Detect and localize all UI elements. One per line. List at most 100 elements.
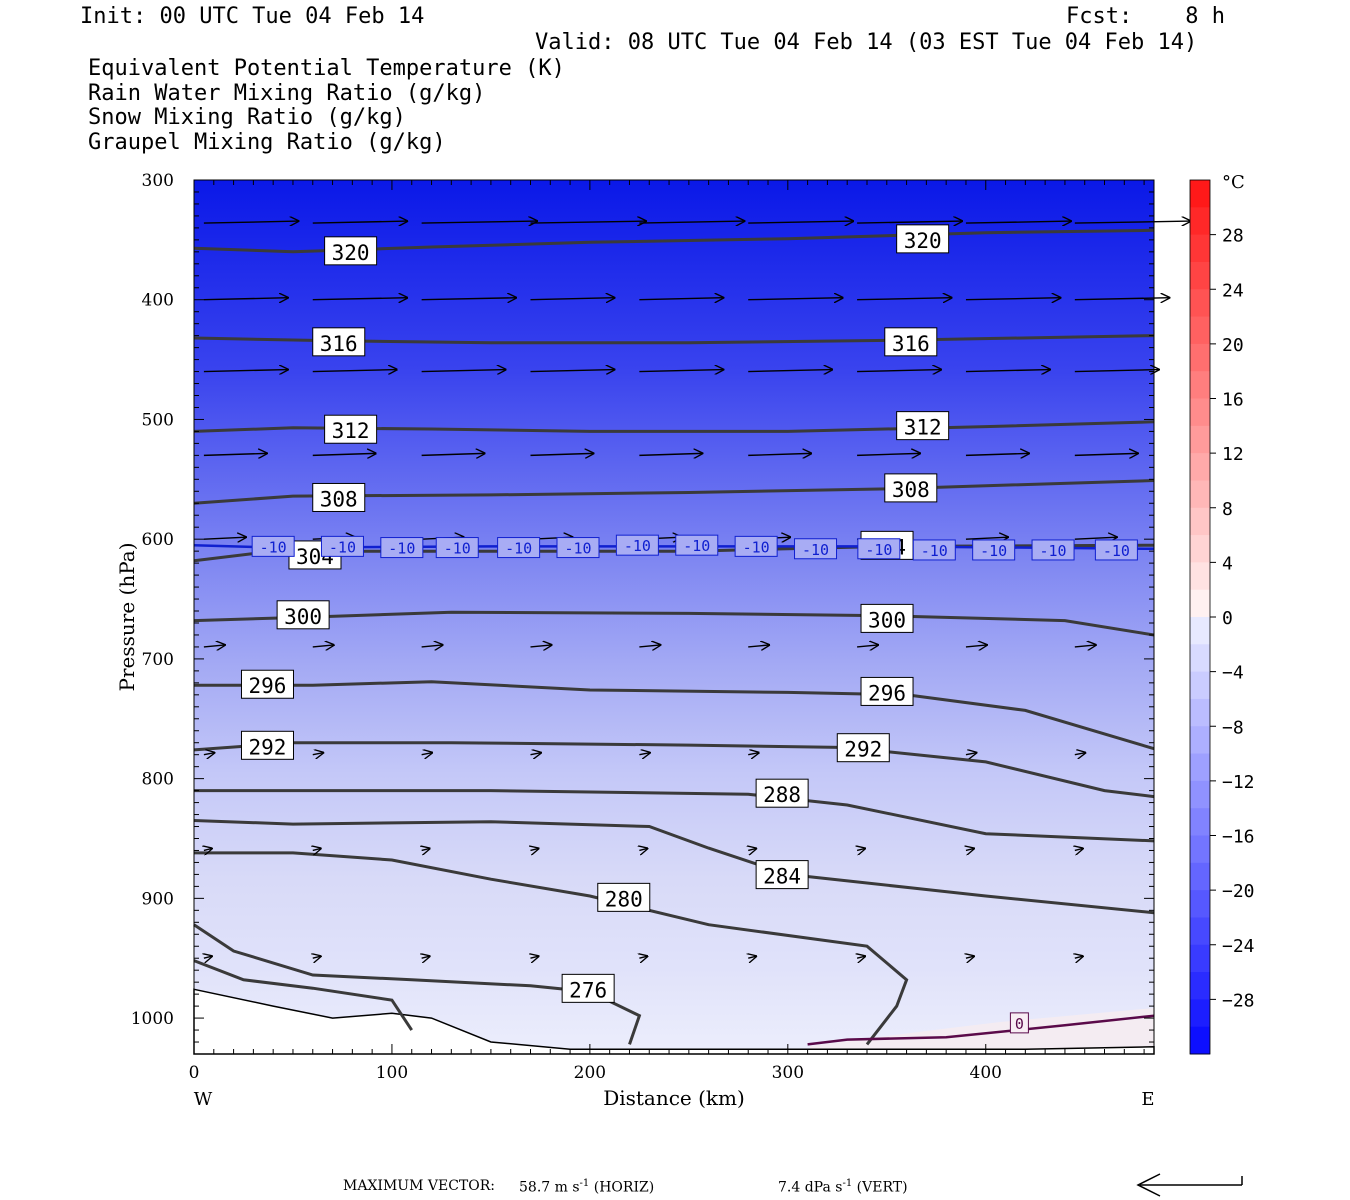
wind-vector <box>203 298 288 300</box>
wind-vector <box>530 221 646 223</box>
init-time: Init: 00 UTC Tue 04 Feb 14 <box>80 4 425 29</box>
colorbar-swatch <box>1190 1026 1210 1055</box>
wind-vector <box>530 848 538 850</box>
theta-e-label-300: 300 <box>868 608 906 632</box>
wind-vector <box>530 956 538 958</box>
colorbar-swatch <box>1190 234 1210 263</box>
theta-e-contour-284 <box>193 819 1155 915</box>
temperature-label-box <box>615 534 659 556</box>
wind-vector <box>639 370 723 372</box>
colorbar-tick-label: −12 <box>1222 772 1255 793</box>
max-vector-horiz-value: 58.7 m s <box>519 1179 580 1196</box>
theta-e-label-box <box>896 411 950 441</box>
theta-e-label-box <box>324 236 378 266</box>
theta-e-label-308: 308 <box>892 478 930 502</box>
theta-e-contour-320 <box>193 228 1155 254</box>
colorbar-swatch <box>1190 972 1210 1000</box>
valid-time: Valid: 08 UTC Tue 04 Feb 14 (03 EST Tue … <box>535 30 1198 55</box>
theta-e-contour-292 <box>193 741 1155 799</box>
colorbar-swatch <box>1190 480 1210 509</box>
wind-vector <box>530 753 541 755</box>
wind-vector <box>857 453 920 455</box>
wind-vector <box>965 298 1061 300</box>
wind-vector <box>965 537 1008 539</box>
colorbar-swatch <box>1190 289 1210 318</box>
wind-vector <box>639 221 744 223</box>
theta-e-label-288: 288 <box>763 783 801 807</box>
wind-vector <box>422 956 430 958</box>
field-title-rain: Rain Water Mixing Ratio (g/kg) <box>88 81 486 106</box>
colorbar-swatch <box>1190 644 1210 673</box>
colorbar-tick-label: 16 <box>1222 390 1244 411</box>
wind-vector <box>1074 753 1086 755</box>
theta-e-label-box <box>597 882 651 912</box>
temperature-label--10: -10 <box>1040 542 1067 560</box>
wind-vector <box>965 221 1071 223</box>
wind-vector <box>203 221 299 223</box>
field-title-snow: Snow Mixing Ratio (g/kg) <box>88 105 406 130</box>
wind-vector <box>965 753 977 755</box>
wind-vector <box>312 753 324 755</box>
wind-vector <box>421 453 485 455</box>
x-end-label-west: W <box>194 1089 213 1110</box>
wind-vector <box>857 298 952 300</box>
temperature-label--10: -10 <box>329 538 356 556</box>
temperature-label--10: -10 <box>505 540 532 558</box>
colorbar-tick-label: 8 <box>1222 499 1233 520</box>
wind-vector <box>530 370 614 372</box>
vert-exponent: -1 <box>842 1178 853 1189</box>
colorbar-swatch <box>1190 589 1210 618</box>
theta-e-label-box <box>884 473 938 503</box>
wind-vector <box>748 848 756 850</box>
wind-vector <box>421 645 443 647</box>
temperature-label-box <box>435 537 479 559</box>
theta-e-label-320: 320 <box>904 229 942 253</box>
x-end-label-east: E <box>1141 1089 1154 1110</box>
colorbar-swatch <box>1190 944 1210 973</box>
colorbar-tick-label: −28 <box>1222 990 1255 1011</box>
theta-e-label-box <box>884 327 938 357</box>
colorbar-tick-label: 12 <box>1222 444 1244 465</box>
colorbar-tick-label: 24 <box>1222 280 1244 301</box>
wind-vector <box>312 453 376 455</box>
wind-vector <box>748 370 832 372</box>
theta-e-label-box <box>860 676 914 706</box>
wind-vector <box>857 370 941 372</box>
wind-vector <box>639 453 702 455</box>
x-tick-label: 0 <box>189 1063 200 1083</box>
wind-vector <box>748 753 759 755</box>
temperature-label--10: -10 <box>865 541 892 559</box>
wind-vector <box>530 298 614 300</box>
theta-e-label-box <box>561 973 615 1003</box>
wind-vector <box>748 221 853 223</box>
colorbar-swatch <box>1190 535 1210 563</box>
theta-e-label-box <box>276 600 330 630</box>
plot-frame <box>193 179 1155 1055</box>
x-tick-label: 400 <box>970 1063 1002 1083</box>
wind-vector <box>421 221 537 223</box>
colorbar-tick-label: −4 <box>1222 663 1244 684</box>
temperature-label-box <box>972 539 1016 561</box>
temperature-label-0: 0 <box>1015 1015 1024 1033</box>
horiz-exponent: -1 <box>579 1178 590 1189</box>
colorbar-swatch <box>1190 753 1210 782</box>
colorbar-swatch <box>1190 398 1210 427</box>
y-tick-label: 700 <box>142 650 174 670</box>
theta-e-label-276: 276 <box>569 978 607 1002</box>
colorbar-swatch <box>1190 371 1210 399</box>
temperature-label--10: -10 <box>683 537 710 555</box>
temperature-label-box <box>1009 1012 1029 1034</box>
theta-e-label-box <box>755 860 809 890</box>
colorbar-tick-label: −24 <box>1222 936 1255 957</box>
temperature-label--10: -10 <box>921 542 948 560</box>
wind-vector <box>1074 645 1096 647</box>
theta-e-label-312: 312 <box>904 416 942 440</box>
y-tick-label: 600 <box>142 530 174 550</box>
theta-e-label-box <box>860 603 914 633</box>
theta-e-label-box <box>324 414 378 444</box>
wind-vector <box>857 645 878 647</box>
wind-vector <box>966 956 974 958</box>
temperature-contour-0 <box>807 1014 1155 1046</box>
y-tick-label: 400 <box>142 291 174 311</box>
wind-vector <box>203 537 246 539</box>
